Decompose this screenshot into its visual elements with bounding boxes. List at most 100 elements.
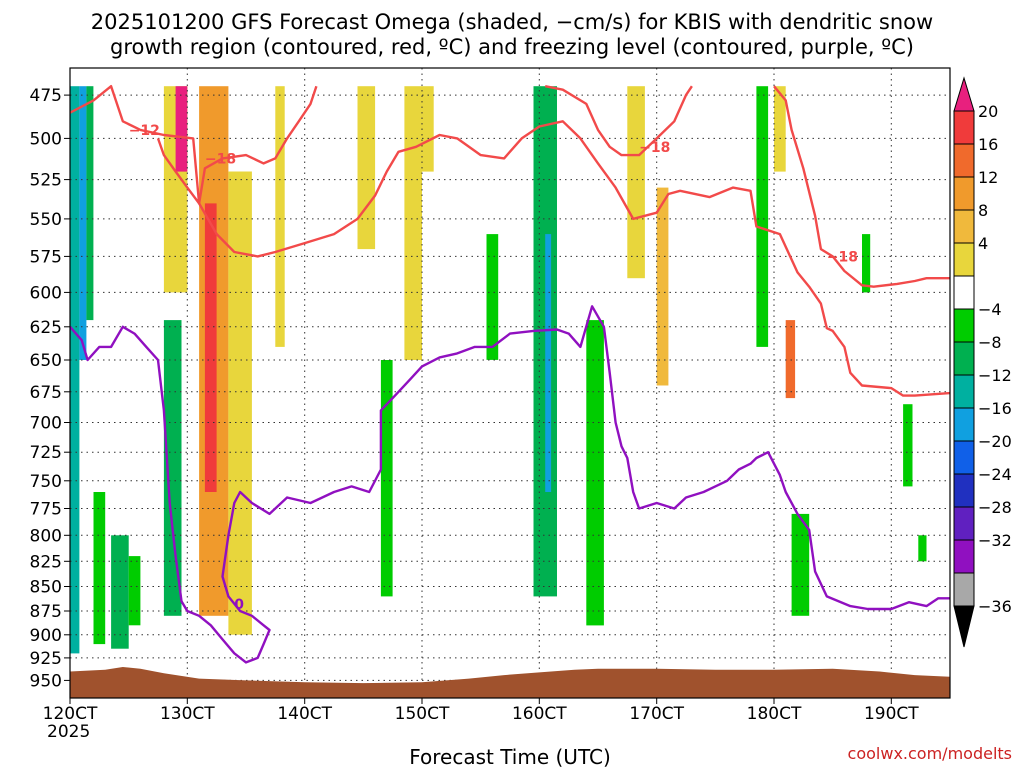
omega-cell-17 xyxy=(486,234,499,360)
colorbar-segment-1 xyxy=(953,143,975,178)
y-tick-label-10: 725 xyxy=(30,443,62,463)
colorbar-segment-8 xyxy=(953,374,975,409)
x-tick-label-4: 160CT xyxy=(512,704,567,724)
omega-cell-25 xyxy=(785,320,796,399)
colorbar-segment-10 xyxy=(953,440,975,475)
x-tick-label-0: 120CT xyxy=(43,704,98,724)
colorbar-segment-14 xyxy=(953,572,975,607)
omega-cell-0 xyxy=(70,86,80,654)
omega-cell-15 xyxy=(404,86,422,360)
omega-cell-4 xyxy=(111,535,129,649)
omega-cell-12 xyxy=(275,86,285,347)
omega-cell-5 xyxy=(128,556,141,626)
y-tick-label-14: 825 xyxy=(30,552,62,572)
y-axis: 475 500 525 550 575 600 625 650 675 700 725 750 775 8… xyxy=(30,86,70,691)
y-tick-label-1: 500 xyxy=(30,129,62,149)
dgz-contour-label-2: −18 xyxy=(639,140,670,156)
omega-cell-26 xyxy=(791,513,810,616)
omega-cell-16 xyxy=(422,86,434,172)
chart-title-line-2: growth region (contoured, red, ºC) and f… xyxy=(110,35,914,59)
colorbar-label-8: −16 xyxy=(978,399,1012,418)
colorbar-segment-5 xyxy=(953,275,975,310)
omega-cell-11 xyxy=(175,86,188,172)
colorbar-label-12: −32 xyxy=(978,531,1012,550)
x-tick-label-5: 170CT xyxy=(629,704,684,724)
y-tick-label-18: 925 xyxy=(30,649,62,669)
omega-cell-14 xyxy=(380,360,393,597)
terrain-fill xyxy=(70,667,950,698)
y-tick-label-11: 750 xyxy=(30,472,62,492)
y-tick-label-6: 625 xyxy=(30,318,62,338)
colorbar-segment-3 xyxy=(953,209,975,244)
y-tick-label-12: 775 xyxy=(30,500,62,520)
x-tick-label-1: 130CT xyxy=(160,704,215,724)
colorbar-segment-13 xyxy=(953,539,975,574)
fzl-contour-label-0: 0 xyxy=(234,597,244,613)
dgz-contour-label-0: −12 xyxy=(129,123,160,139)
y-tick-label-9: 700 xyxy=(30,414,62,434)
dgz-contour-label-1: −18 xyxy=(205,151,236,167)
x-tick-label-6: 180CT xyxy=(747,704,802,724)
colorbar-segment-4 xyxy=(953,242,975,277)
y-tick-label-4: 575 xyxy=(30,247,62,267)
omega-cell-27 xyxy=(862,234,871,293)
omega-cell-6 xyxy=(163,320,182,616)
colorbar-segment-7 xyxy=(953,341,975,376)
omega-cell-22 xyxy=(656,187,669,386)
omega-cell-23 xyxy=(756,86,769,347)
y-tick-label-5: 600 xyxy=(30,283,62,303)
dgz-contour-line-2 xyxy=(544,85,693,157)
dgz-contour-line-3 xyxy=(773,85,950,288)
colorbar-label-10: −24 xyxy=(978,465,1012,484)
y-tick-label-2: 525 xyxy=(30,171,62,191)
plot-area: −12 −18 −18 −18 0 xyxy=(69,67,951,699)
omega-cell-24 xyxy=(774,86,786,172)
colorbar-label-6: −8 xyxy=(978,333,1002,352)
colorbar-label-11: −28 xyxy=(978,498,1012,517)
grid xyxy=(70,68,950,698)
dgz-contour-label-3: −18 xyxy=(827,249,858,265)
y-tick-label-16: 875 xyxy=(30,602,62,622)
colorbar-label-5: −4 xyxy=(978,300,1002,319)
y-tick-label-17: 900 xyxy=(30,626,62,646)
omega-cell-19 xyxy=(545,234,552,492)
colorbar-label-4: 4 xyxy=(978,234,988,253)
omega-cell-1 xyxy=(79,86,87,360)
omega-cell-9 xyxy=(228,171,252,635)
y-tick-label-0: 475 xyxy=(30,86,62,106)
dgz-contours: −12 −18 −18 −18 xyxy=(70,85,950,397)
x-tick-sublabel-0: 2025 xyxy=(47,722,90,742)
colorbar-label-3: 8 xyxy=(978,201,988,220)
omega-cell-2 xyxy=(86,86,94,321)
colorbar-label-7: −12 xyxy=(978,366,1012,385)
omega-cell-8 xyxy=(204,203,217,492)
colorbar: 20 16 12 8 4 −4 −8 −12 −16 −20 −24 −28 −32 −36 xyxy=(953,76,1012,648)
colorbar-segment-0 xyxy=(953,110,975,145)
colorbar-label-1: 16 xyxy=(978,135,998,154)
freezing-level-contours: 0 xyxy=(70,305,950,664)
y-tick-label-19: 950 xyxy=(30,671,62,691)
colorbar-label-9: −20 xyxy=(978,432,1012,451)
dgz-contour-line-1 xyxy=(156,85,318,205)
y-tick-label-7: 650 xyxy=(30,351,62,371)
x-tick-label-3: 150CT xyxy=(395,704,450,724)
y-tick-label-8: 675 xyxy=(30,383,62,403)
colorbar-arrow-bottom xyxy=(953,605,975,648)
y-tick-label-15: 850 xyxy=(30,578,62,598)
omega-cell-13 xyxy=(357,86,376,250)
omega-cell-29 xyxy=(918,535,927,562)
dgz-contour-line-0 xyxy=(70,85,950,397)
omega-cell-20 xyxy=(586,320,604,626)
colorbar-label-0: 20 xyxy=(978,102,998,121)
x-tick-label-2: 140CT xyxy=(277,704,332,724)
colorbar-segment-9 xyxy=(953,407,975,442)
colorbar-label-2: 12 xyxy=(978,168,998,187)
colorbar-segment-6 xyxy=(953,308,975,343)
colorbar-segment-12 xyxy=(953,506,975,541)
y-tick-label-3: 550 xyxy=(30,210,62,230)
y-tick-label-13: 800 xyxy=(30,526,62,546)
colorbar-segment-2 xyxy=(953,176,975,211)
credit-text: coolwx.com/modelts xyxy=(848,744,1012,763)
chart-title-line-1: 2025101200 GFS Forecast Omega (shaded, −… xyxy=(91,10,933,34)
